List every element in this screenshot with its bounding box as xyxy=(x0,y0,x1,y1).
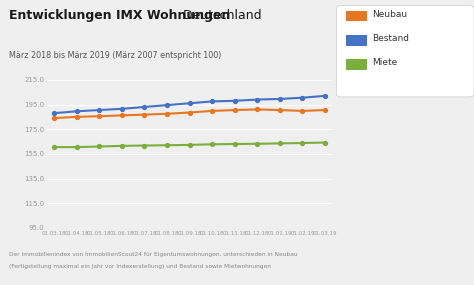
Text: Entwicklungen IMX Wohnungen: Entwicklungen IMX Wohnungen xyxy=(9,9,231,22)
Line: Miete: Miete xyxy=(52,141,327,149)
Miete xyxy=(210,142,215,146)
Text: Neubau: Neubau xyxy=(372,10,407,19)
Bestand xyxy=(232,99,237,103)
Text: Der Immobilienindex von ImmobilienScout24 für Eigentumswohnungen, unterschieden : Der Immobilienindex von ImmobilienScout2… xyxy=(9,252,298,257)
Neubau xyxy=(232,108,237,112)
Miete xyxy=(277,142,283,145)
Neubau xyxy=(277,108,283,112)
Line: Neubau: Neubau xyxy=(52,107,327,120)
Neubau xyxy=(210,109,215,113)
Bestand xyxy=(97,108,102,112)
Bestand xyxy=(164,103,170,107)
Neubau xyxy=(300,109,305,113)
Bestand xyxy=(210,100,215,103)
Miete xyxy=(74,145,80,149)
Neubau xyxy=(51,116,57,120)
Line: Bestand: Bestand xyxy=(52,94,327,115)
Bestand xyxy=(74,110,80,113)
Neubau xyxy=(119,114,125,117)
Miete xyxy=(300,141,305,145)
Miete xyxy=(322,141,328,144)
Text: (Fertigstellung maximal ein Jahr vor Indexerstellung) und Bestand sowie Mietwohn: (Fertigstellung maximal ein Jahr vor Ind… xyxy=(9,264,271,270)
Bestand xyxy=(322,94,328,97)
Bestand xyxy=(119,107,125,111)
Bestand xyxy=(300,96,305,99)
Neubau xyxy=(322,108,328,112)
Text: Miete: Miete xyxy=(372,58,397,67)
Miete xyxy=(187,143,192,146)
Neubau xyxy=(97,115,102,118)
Text: Deutschland: Deutschland xyxy=(179,9,262,22)
Text: Bestand: Bestand xyxy=(372,34,409,43)
Neubau xyxy=(255,108,260,111)
Neubau xyxy=(164,112,170,115)
Neubau xyxy=(142,113,147,116)
Miete xyxy=(97,145,102,148)
Bestand xyxy=(142,105,147,109)
Bestand xyxy=(277,97,283,101)
Neubau xyxy=(74,115,80,119)
Bestand xyxy=(187,101,192,105)
Text: März 2018 bis März 2019 (März 2007 entspricht 100): März 2018 bis März 2019 (März 2007 entsp… xyxy=(9,51,222,60)
Bestand xyxy=(255,98,260,101)
Miete xyxy=(232,142,237,146)
Miete xyxy=(164,144,170,147)
Bestand xyxy=(51,111,57,115)
Miete xyxy=(142,144,147,147)
Miete xyxy=(119,144,125,148)
Miete xyxy=(51,145,57,149)
Miete xyxy=(255,142,260,145)
Neubau xyxy=(187,111,192,114)
